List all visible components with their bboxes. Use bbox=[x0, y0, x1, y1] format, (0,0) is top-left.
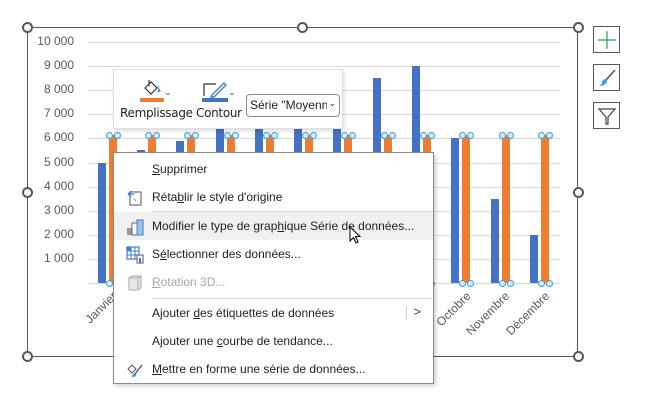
mouse-cursor-icon bbox=[349, 226, 362, 244]
outline-button[interactable]: ⌄ Contour bbox=[196, 74, 242, 120]
context-menu: Supprimer Rétablir le style d'origine Mo… bbox=[113, 152, 434, 384]
y-tick-label: 1 000 bbox=[43, 251, 74, 265]
menu-item-add-data-labels[interactable]: Ajouter des étiquettes de données > bbox=[152, 304, 421, 320]
outline-color-swatch bbox=[201, 98, 228, 102]
menu-item-reset-style[interactable]: Rétablir le style d'origine bbox=[114, 183, 433, 211]
chevron-down-icon: ⌄ bbox=[327, 98, 336, 109]
selection-handle[interactable] bbox=[152, 132, 160, 140]
series-select-dropdown[interactable]: Série "Moyenn ⌄ bbox=[246, 94, 340, 117]
selection-handle[interactable] bbox=[420, 132, 428, 140]
paint-bucket-icon bbox=[144, 80, 161, 95]
selection-handle[interactable] bbox=[310, 132, 318, 140]
rotation-3d-icon bbox=[128, 275, 142, 291]
y-tick-label: 5 000 bbox=[43, 155, 74, 169]
bar-moyenne-octobre[interactable] bbox=[462, 135, 471, 283]
y-tick-label: 4 000 bbox=[43, 179, 74, 193]
resize-handle-br[interactable] bbox=[573, 351, 584, 362]
y-tick-label: 2 000 bbox=[43, 227, 74, 241]
selection-handle[interactable] bbox=[537, 132, 545, 140]
series-select-value: Série "Moyenn bbox=[250, 98, 329, 112]
selection-handle[interactable] bbox=[498, 132, 506, 140]
change-chart-type-icon bbox=[127, 219, 144, 236]
funnel-icon bbox=[597, 107, 616, 125]
chart-styles-button[interactable] bbox=[593, 64, 620, 91]
menu-separator bbox=[152, 298, 432, 299]
bar-ventes-novembre[interactable] bbox=[490, 198, 499, 283]
outline-label: Contour bbox=[196, 106, 242, 120]
chevron-right-icon: > bbox=[413, 304, 421, 319]
selection-handle[interactable] bbox=[270, 132, 278, 140]
menu-item-delete[interactable]: Supprimer bbox=[152, 162, 208, 176]
resize-handle-tl[interactable] bbox=[22, 22, 33, 33]
select-data-icon bbox=[126, 246, 144, 264]
selection-handle[interactable] bbox=[113, 132, 121, 140]
submenu-divider bbox=[406, 306, 407, 320]
selection-handle[interactable] bbox=[105, 280, 113, 287]
resize-handle-tr[interactable] bbox=[573, 22, 584, 33]
menu-item-add-trendline[interactable]: Ajouter une courbe de tendance... bbox=[152, 334, 333, 348]
bar-ventes-décembre[interactable] bbox=[529, 234, 538, 283]
menu-separator bbox=[152, 211, 432, 212]
selection-handle[interactable] bbox=[341, 132, 349, 140]
selection-handle[interactable] bbox=[459, 132, 467, 140]
selection-handle[interactable] bbox=[349, 132, 357, 140]
mini-toolbar: ⌄ Remplissage ⌄ Contour Série "Moyenn ⌄ bbox=[113, 69, 343, 129]
selection-handle[interactable] bbox=[459, 280, 467, 287]
bar-moyenne-janvier[interactable] bbox=[108, 135, 117, 283]
selection-handle[interactable] bbox=[105, 132, 113, 140]
format-series-icon bbox=[127, 364, 143, 377]
bar-ventes-octobre[interactable] bbox=[451, 138, 460, 283]
y-tick-label: 9 000 bbox=[43, 58, 74, 72]
selection-handle[interactable] bbox=[184, 132, 192, 140]
y-tick-label: 7 000 bbox=[43, 106, 74, 120]
chevron-down-icon: ⌄ bbox=[164, 87, 172, 97]
chart-elements-button[interactable] bbox=[593, 26, 620, 53]
bar-moyenne-décembre[interactable] bbox=[540, 135, 549, 283]
resize-handle-tm[interactable] bbox=[297, 22, 308, 33]
resize-handle-ml[interactable] bbox=[22, 187, 33, 198]
resize-handle-bl[interactable] bbox=[22, 351, 33, 362]
chevron-down-icon: ⌄ bbox=[228, 87, 236, 97]
bar-moyenne-novembre[interactable] bbox=[501, 135, 510, 283]
selection-handle[interactable] bbox=[467, 132, 475, 140]
selection-handle[interactable] bbox=[302, 132, 310, 140]
y-tick-label: 3 000 bbox=[43, 203, 74, 217]
selection-handle[interactable] bbox=[545, 132, 553, 140]
menu-item-rotation-3d: Rotation 3D... bbox=[114, 268, 433, 296]
gridline bbox=[88, 66, 560, 67]
y-tick-label: 6 000 bbox=[43, 130, 74, 144]
chart-filters-button[interactable] bbox=[593, 102, 620, 129]
gridline bbox=[88, 42, 560, 43]
selection-handle[interactable] bbox=[506, 280, 514, 287]
selection-handle[interactable] bbox=[545, 280, 553, 287]
y-tick-label: 10 000 bbox=[37, 34, 74, 48]
selection-handle[interactable] bbox=[428, 132, 436, 140]
selection-handle[interactable] bbox=[144, 132, 152, 140]
selection-handle[interactable] bbox=[262, 132, 270, 140]
bar-ventes-janvier[interactable] bbox=[97, 162, 106, 283]
gridline bbox=[88, 138, 560, 139]
paintbrush-icon bbox=[598, 68, 616, 86]
fill-label: Remplissage bbox=[120, 106, 193, 120]
selection-handle[interactable] bbox=[537, 280, 545, 287]
y-tick-label: 8 000 bbox=[43, 82, 74, 96]
selection-handle[interactable] bbox=[498, 280, 506, 287]
reset-style-icon bbox=[127, 190, 142, 206]
menu-item-format-data-series[interactable]: Mettre en forme une série de données... bbox=[114, 355, 433, 383]
selection-handle[interactable] bbox=[223, 132, 231, 140]
plus-icon bbox=[597, 30, 616, 49]
selection-handle[interactable] bbox=[192, 132, 200, 140]
menu-item-select-data[interactable]: Sélectionner des données... bbox=[114, 240, 433, 268]
fill-button[interactable]: ⌄ Remplissage bbox=[120, 74, 193, 120]
selection-handle[interactable] bbox=[388, 132, 396, 140]
menu-item-change-chart-type[interactable]: Modifier le type de graphique Série de d… bbox=[114, 212, 433, 240]
resize-handle-mr[interactable] bbox=[573, 187, 584, 198]
fill-color-swatch bbox=[140, 98, 165, 102]
selection-handle[interactable] bbox=[506, 132, 514, 140]
selection-handle[interactable] bbox=[467, 280, 475, 287]
pen-outline-icon bbox=[203, 82, 228, 98]
selection-handle[interactable] bbox=[231, 132, 239, 140]
selection-handle[interactable] bbox=[380, 132, 388, 140]
